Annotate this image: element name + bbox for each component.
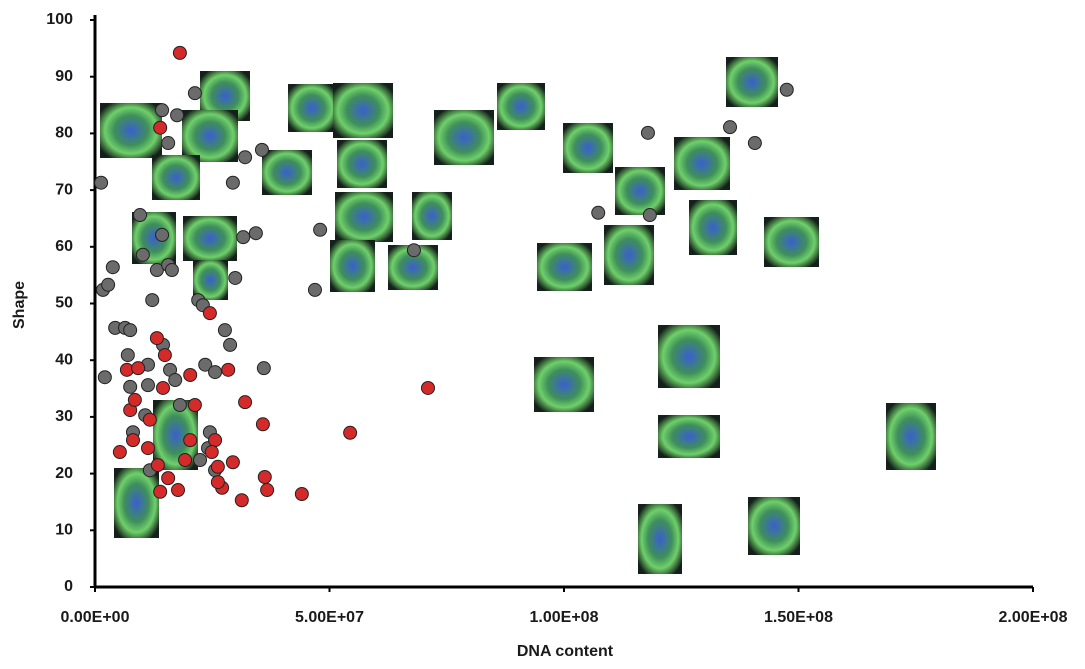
y-tick-label: 60: [55, 238, 73, 255]
point: [209, 434, 222, 447]
point: [98, 371, 111, 384]
point: [203, 307, 216, 320]
point: [205, 446, 218, 459]
point: [143, 413, 156, 426]
point: [249, 227, 262, 240]
point: [154, 485, 167, 498]
point: [226, 176, 239, 189]
point: [724, 121, 737, 134]
x-tick-label: 0.00E+00: [61, 609, 130, 626]
point: [146, 294, 159, 307]
point: [211, 460, 224, 473]
point: [121, 349, 134, 362]
y-tick-label: 90: [55, 68, 73, 85]
point: [173, 398, 186, 411]
point: [239, 396, 252, 409]
point: [261, 484, 274, 497]
point: [157, 381, 170, 394]
y-tick-label: 10: [55, 522, 73, 539]
point: [780, 83, 793, 96]
y-tick-label: 20: [55, 465, 73, 482]
x-axis-label: DNA content: [517, 643, 614, 660]
point: [165, 264, 178, 277]
point: [314, 223, 327, 236]
point: [158, 349, 171, 362]
cell-thumbnails: [100, 57, 936, 574]
point: [229, 271, 242, 284]
point: [641, 126, 654, 139]
y-tick-label: 50: [55, 295, 73, 312]
point: [222, 363, 235, 376]
point: [592, 206, 605, 219]
point: [141, 379, 154, 392]
point: [257, 362, 270, 375]
point: [150, 332, 163, 345]
point: [209, 366, 222, 379]
point: [184, 434, 197, 447]
point: [132, 362, 145, 375]
point: [156, 228, 169, 241]
point: [106, 261, 119, 274]
y-tick-label: 30: [55, 408, 73, 425]
point: [162, 137, 175, 150]
point: [258, 471, 271, 484]
y-tick-label: 0: [64, 578, 73, 595]
point: [172, 484, 185, 497]
point: [218, 324, 231, 337]
point: [113, 446, 126, 459]
y-tick-label: 80: [55, 125, 73, 142]
point: [295, 488, 308, 501]
point: [188, 87, 201, 100]
point: [308, 283, 321, 296]
point: [151, 459, 164, 472]
point: [643, 209, 656, 222]
y-tick-label: 70: [55, 181, 73, 198]
x-tick-label: 1.00E+08: [530, 609, 599, 626]
point: [256, 418, 269, 431]
point: [169, 374, 182, 387]
point: [136, 248, 149, 261]
point: [239, 151, 252, 164]
point: [173, 46, 186, 59]
chart: DNA content Shape 0 10 20 30 40 50 60 70 80 90 100…: [0, 0, 1085, 664]
point: [179, 453, 192, 466]
point: [237, 231, 250, 244]
x-tick-label: 5.00E+07: [295, 609, 364, 626]
point: [194, 453, 207, 466]
point: [748, 137, 761, 150]
point: [162, 472, 175, 485]
point: [156, 104, 169, 117]
x-tick-label: 1.50E+08: [764, 609, 833, 626]
x-tick-label: 2.00E+08: [999, 609, 1068, 626]
point: [126, 434, 139, 447]
y-axis-label: Shape: [11, 281, 28, 329]
point: [224, 338, 237, 351]
point: [344, 426, 357, 439]
point: [211, 476, 224, 489]
point: [226, 456, 239, 469]
point: [154, 121, 167, 134]
point: [134, 209, 147, 222]
point: [141, 442, 154, 455]
point: [255, 143, 268, 156]
point: [171, 109, 184, 122]
point: [124, 380, 137, 393]
point: [95, 176, 108, 189]
point: [407, 244, 420, 257]
point: [421, 381, 434, 394]
point: [102, 278, 115, 291]
point: [184, 368, 197, 381]
point: [188, 398, 201, 411]
point: [235, 494, 248, 507]
y-tick-label: 40: [55, 351, 73, 368]
point: [124, 324, 137, 337]
y-tick-label: 100: [46, 11, 73, 28]
point: [128, 393, 141, 406]
